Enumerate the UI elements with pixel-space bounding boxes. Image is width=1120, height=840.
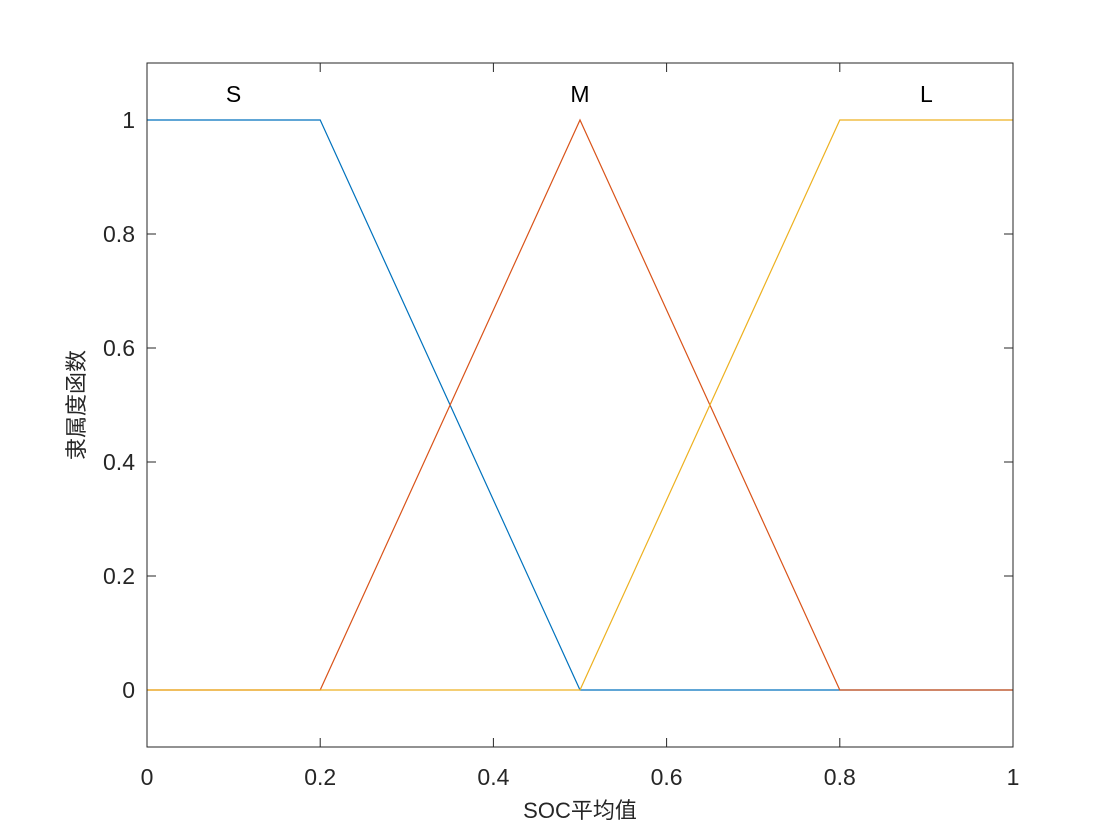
series-label: L xyxy=(920,81,933,107)
series-label: S xyxy=(226,81,241,107)
y-tick-label: 0.6 xyxy=(103,335,135,361)
y-tick-label: 0 xyxy=(122,677,135,703)
y-tick-label: 0.8 xyxy=(103,221,135,247)
x-tick-label: 0.2 xyxy=(304,764,336,790)
x-tick-label: 0 xyxy=(141,764,154,790)
x-tick-label: 1 xyxy=(1007,764,1020,790)
series-label: M xyxy=(570,81,589,107)
y-tick-label: 1 xyxy=(122,107,135,133)
y-axis-label: 隶属度函数 xyxy=(64,350,89,460)
series-line xyxy=(147,119,1013,691)
x-tick-label: 0.8 xyxy=(824,764,856,790)
x-axis-label: SOC平均值 xyxy=(523,798,637,823)
y-tick-label: 0.4 xyxy=(103,449,135,475)
x-tick-label: 0.4 xyxy=(477,764,509,790)
plot-frame xyxy=(146,62,1014,748)
x-tick-label: 0.6 xyxy=(651,764,683,790)
y-tick-label: 0.2 xyxy=(103,563,135,589)
